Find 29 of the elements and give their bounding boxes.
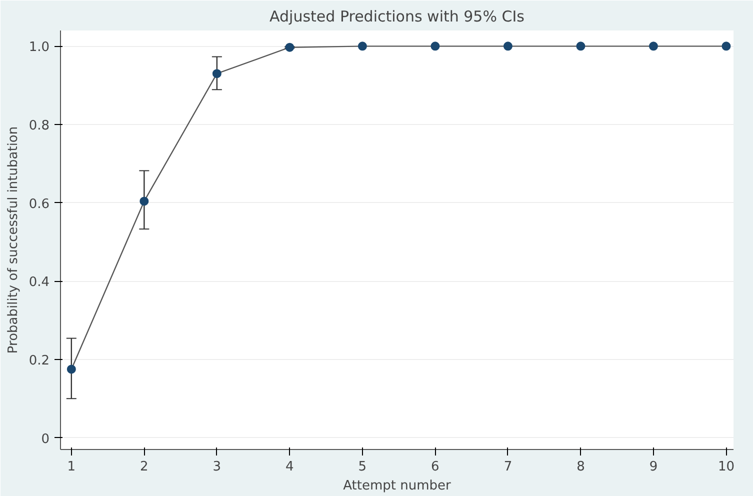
x-tick-label: 2 [140,460,148,474]
x-tick-label: 10 [718,460,734,474]
x-tick-label: 1 [67,460,76,474]
y-axis-title: Probability of successful intubation [6,126,21,354]
point [722,42,731,51]
x-tick-label: 5 [358,460,367,474]
point [503,42,512,51]
x-tick-label: 8 [576,460,585,474]
x-tick-label: 7 [504,460,512,474]
point [358,42,367,51]
chart-title: Adjusted Predictions with 95% CIs [270,8,525,26]
point [648,42,658,51]
point [212,69,222,78]
x-tick-label: 6 [431,460,440,474]
x-tick-label: 3 [212,460,222,474]
y-tick-label: 1.0 [28,40,50,56]
y-tick-label: 0.8 [28,118,50,134]
x-tick-label: 4 [286,460,294,474]
y-tick-label: 0.4 [28,275,50,290]
y-tick-label: 0 [41,432,50,447]
y-tick-label: 0.2 [28,353,50,368]
point [140,196,149,206]
point [430,42,440,51]
point [576,42,586,51]
x-axis-title: Attempt number [343,478,452,494]
y-tick-label: 0.6 [28,196,50,212]
point [66,364,76,374]
point [285,42,294,52]
x-tick-label: 9 [649,460,658,474]
